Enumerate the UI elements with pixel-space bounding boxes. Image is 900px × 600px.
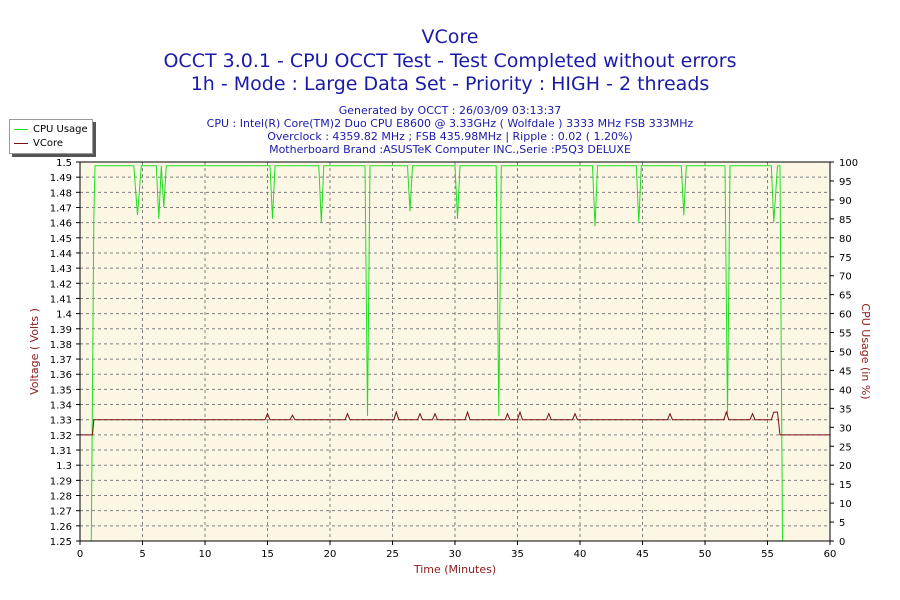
y2-tick-label: 60 xyxy=(839,310,852,321)
x-tick-label: 5 xyxy=(139,549,145,560)
y2-tick-label: 85 xyxy=(839,215,852,226)
x-tick-label: 50 xyxy=(699,549,712,560)
info-cpu: CPU : Intel(R) Core(TM)2 Duo CPU E8600 @… xyxy=(206,117,694,130)
info-motherboard: Motherboard Brand :ASUSTeK Computer INC.… xyxy=(269,143,631,156)
y2-tick-label: 90 xyxy=(839,196,852,207)
y-tick-label: 1.41 xyxy=(50,294,72,305)
y-tick-label: 1.27 xyxy=(50,507,72,518)
y2-tick-label: 45 xyxy=(839,366,852,377)
plot-border xyxy=(79,161,831,542)
y2-axis-label: CPU Usage (in %) xyxy=(859,303,872,399)
x-axis-label: Time (Minutes) xyxy=(413,563,496,576)
x-tick-label: 40 xyxy=(574,549,587,560)
legend-label-cpu-usage: CPU Usage xyxy=(33,124,88,135)
y-tick-label: 1.47 xyxy=(50,203,72,214)
x-tick-label: 30 xyxy=(449,549,462,560)
x-tick-label: 0 xyxy=(77,549,83,560)
y2-tick-label: 25 xyxy=(839,442,852,453)
x-tick-label: 25 xyxy=(386,549,399,560)
y2-axis-ticks: 0 5 10 15 20 25 30 35 40 45 50 55 60 65 70 75 80 85 90 95 10… xyxy=(830,158,858,548)
y2-tick-label: 75 xyxy=(839,253,852,264)
y2-tick-label: 55 xyxy=(839,329,852,340)
y-tick-label: 1.28 xyxy=(50,492,72,503)
legend-label-vcore: VCore xyxy=(33,138,63,149)
x-tick-label: 10 xyxy=(199,549,212,560)
y2-tick-label: 40 xyxy=(839,385,852,396)
y-tick-label: 1.3 xyxy=(56,461,72,472)
y2-tick-label: 15 xyxy=(839,480,852,491)
y-tick-label: 1.48 xyxy=(50,188,72,199)
y2-tick-label: 30 xyxy=(839,423,852,434)
y-tick-label: 1.25 xyxy=(50,537,72,548)
x-tick-label: 45 xyxy=(636,549,649,560)
y-tick-label: 1.42 xyxy=(50,279,72,290)
y-tick-label: 1.39 xyxy=(50,325,72,336)
y2-tick-label: 65 xyxy=(839,291,852,302)
y2-tick-label: 35 xyxy=(839,404,852,415)
y2-tick-label: 100 xyxy=(839,158,858,169)
chart-legend: CPU Usage VCore xyxy=(9,119,93,154)
info-generated: Generated by OCCT : 26/03/09 03:13:37 xyxy=(338,104,562,117)
legend-swatch-vcore xyxy=(14,142,28,144)
y-tick-label: 1.33 xyxy=(50,416,72,427)
y2-tick-label: 50 xyxy=(839,348,852,359)
y2-tick-label: 80 xyxy=(839,234,852,245)
y-tick-label: 1.5 xyxy=(56,158,72,169)
y2-tick-label: 20 xyxy=(839,461,852,472)
y-tick-label: 1.37 xyxy=(50,355,72,366)
chart-subtitle-test: OCCT 3.0.1 - CPU OCCT Test - Test Comple… xyxy=(163,50,737,72)
x-tick-label: 55 xyxy=(761,549,774,560)
y2-tick-label: 70 xyxy=(839,272,852,283)
chart-title: VCore xyxy=(421,26,479,48)
y-tick-label: 1.32 xyxy=(50,431,72,442)
y-tick-label: 1.4 xyxy=(56,310,72,321)
chart-subtitle-mode: 1h - Mode : Large Data Set - Priority : … xyxy=(190,73,710,95)
info-overclock: Overclock : 4359.82 MHz ; FSB 435.98MHz … xyxy=(267,130,633,143)
y2-tick-label: 95 xyxy=(839,177,852,188)
y-tick-label: 1.44 xyxy=(50,249,72,260)
series-lines xyxy=(80,165,830,542)
x-tick-label: 35 xyxy=(511,549,524,560)
y-axis-ticks: 1.25 1.26 1.27 1.28 1.29 1.3 1.31 1.32 1.33 1.34 1… xyxy=(50,158,80,548)
x-axis-ticks: 0 5 10 15 20 25 30 35 40 45 50 55 60 xyxy=(77,541,837,560)
y2-tick-label: 10 xyxy=(839,499,852,510)
y-tick-label: 1.29 xyxy=(50,476,72,487)
y-tick-label: 1.45 xyxy=(50,234,72,245)
legend-swatch-cpu-usage xyxy=(14,128,28,130)
y2-tick-label: 5 xyxy=(839,518,845,529)
y-tick-label: 1.46 xyxy=(50,219,72,230)
legend-item-vcore: VCore xyxy=(14,137,63,150)
y2-tick-label: 0 xyxy=(839,537,845,548)
y-tick-label: 1.31 xyxy=(50,446,72,457)
x-tick-label: 60 xyxy=(824,549,837,560)
legend-item-cpu-usage: CPU Usage xyxy=(14,123,88,136)
y-tick-label: 1.36 xyxy=(50,370,72,381)
y-axis-label: Voltage ( Volts ) xyxy=(28,308,41,395)
y-tick-label: 1.43 xyxy=(50,264,72,275)
y-tick-label: 1.26 xyxy=(50,522,72,533)
x-tick-label: 15 xyxy=(261,549,274,560)
x-tick-label: 20 xyxy=(324,549,337,560)
series-line-vcore xyxy=(80,410,830,436)
plot-area xyxy=(80,162,830,541)
y-tick-label: 1.49 xyxy=(50,173,72,184)
y-tick-label: 1.38 xyxy=(50,340,72,351)
y-tick-label: 1.34 xyxy=(50,401,72,412)
y-tick-label: 1.35 xyxy=(50,385,72,396)
